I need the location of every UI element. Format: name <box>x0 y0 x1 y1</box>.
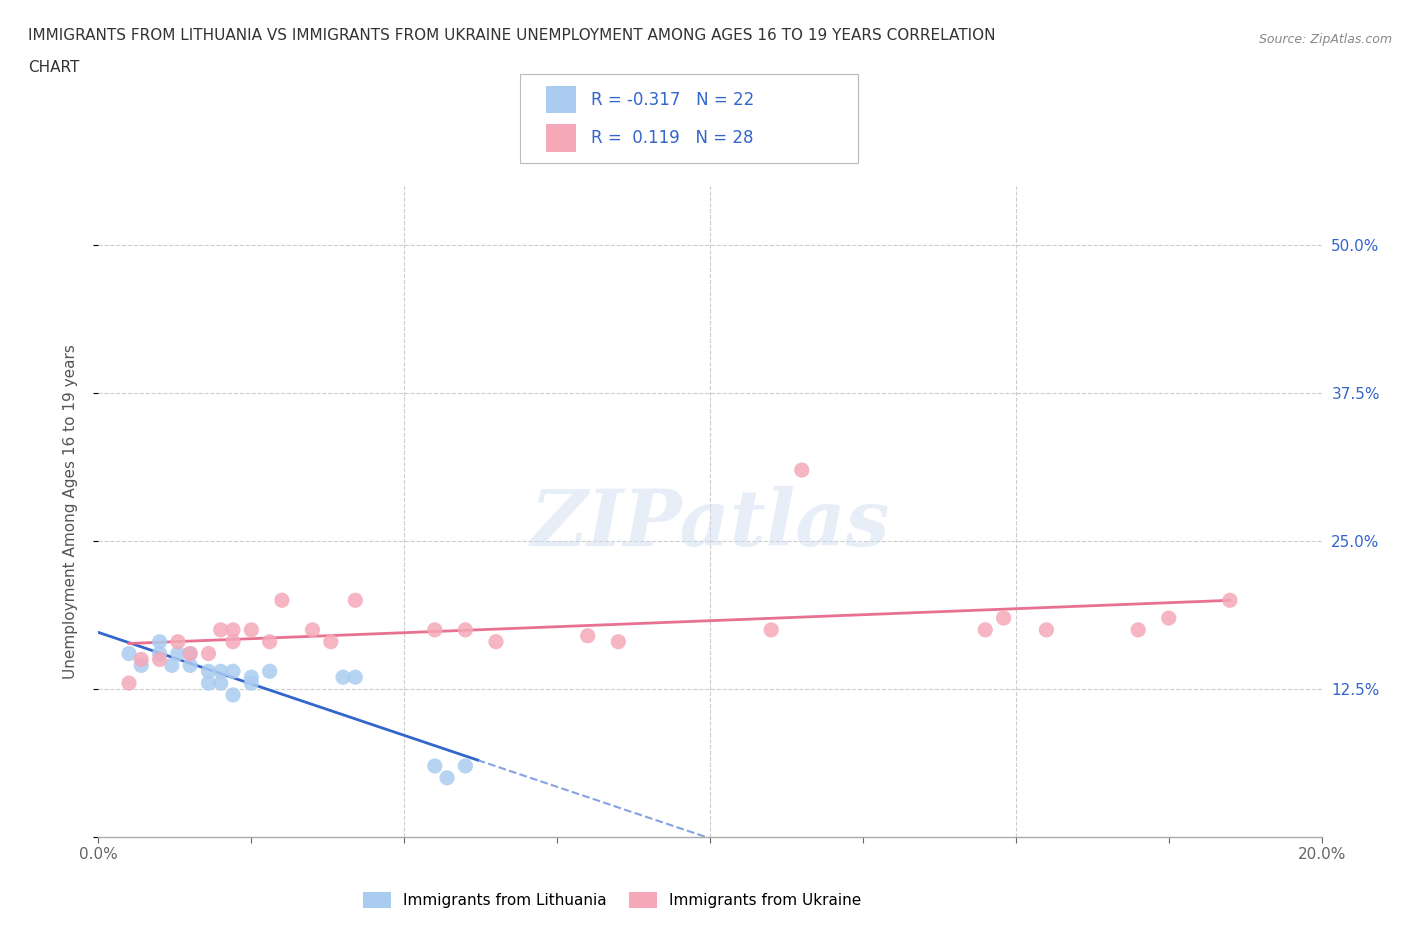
Point <box>118 646 141 661</box>
Point <box>167 646 190 661</box>
Point <box>222 634 245 649</box>
Point <box>454 759 477 774</box>
Text: Source: ZipAtlas.com: Source: ZipAtlas.com <box>1258 33 1392 46</box>
Point <box>240 676 263 691</box>
Text: R = -0.317   N = 22: R = -0.317 N = 22 <box>591 90 754 109</box>
Point <box>319 634 342 649</box>
Point <box>179 658 201 672</box>
Point <box>259 664 281 679</box>
Point <box>974 622 997 637</box>
Point <box>209 622 232 637</box>
Point <box>301 622 323 637</box>
Text: ZIPatlas: ZIPatlas <box>530 486 890 563</box>
Point <box>423 622 446 637</box>
Point <box>209 676 232 691</box>
Point <box>118 676 141 691</box>
Point <box>149 652 172 667</box>
Point <box>129 652 152 667</box>
Point <box>1219 592 1241 607</box>
Point <box>344 670 367 684</box>
Point <box>259 634 281 649</box>
Point <box>423 759 446 774</box>
Text: CHART: CHART <box>28 60 80 75</box>
Legend: Immigrants from Lithuania, Immigrants from Ukraine: Immigrants from Lithuania, Immigrants fr… <box>357 885 868 914</box>
Point <box>167 634 190 649</box>
Point <box>197 676 219 691</box>
Point <box>344 592 367 607</box>
Point <box>790 462 813 477</box>
Y-axis label: Unemployment Among Ages 16 to 19 years: Unemployment Among Ages 16 to 19 years <box>63 344 77 679</box>
Point <box>222 664 245 679</box>
Point <box>1157 611 1180 626</box>
Text: R =  0.119   N = 28: R = 0.119 N = 28 <box>591 128 754 147</box>
Point <box>160 658 183 672</box>
Point <box>222 622 245 637</box>
Point <box>240 622 263 637</box>
Point <box>454 622 477 637</box>
Point <box>149 634 172 649</box>
Point <box>607 634 630 649</box>
Point <box>209 664 232 679</box>
Point <box>179 646 201 661</box>
Point <box>436 770 458 785</box>
Text: IMMIGRANTS FROM LITHUANIA VS IMMIGRANTS FROM UKRAINE UNEMPLOYMENT AMONG AGES 16 : IMMIGRANTS FROM LITHUANIA VS IMMIGRANTS … <box>28 28 995 43</box>
Point <box>240 670 263 684</box>
Point <box>1128 622 1150 637</box>
Point <box>332 670 354 684</box>
Point <box>197 646 219 661</box>
Point <box>129 658 152 672</box>
Point <box>993 611 1015 626</box>
Point <box>179 646 201 661</box>
Point <box>197 664 219 679</box>
Point <box>222 687 245 702</box>
Point <box>270 592 292 607</box>
Point <box>149 646 172 661</box>
Point <box>485 634 508 649</box>
Point <box>1035 622 1057 637</box>
Point <box>759 622 782 637</box>
Point <box>576 629 599 644</box>
